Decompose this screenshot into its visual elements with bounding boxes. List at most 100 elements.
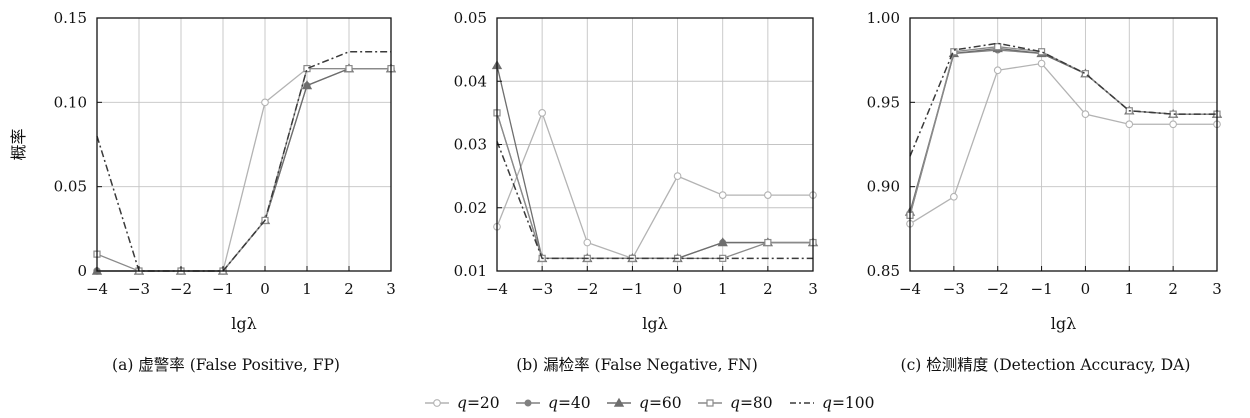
data-point — [717, 237, 728, 247]
legend-marker — [613, 397, 625, 407]
data-point — [718, 191, 727, 199]
series-q=60 — [491, 60, 819, 263]
series-line — [97, 67, 391, 272]
legend-label: q=20 — [457, 394, 500, 412]
y-tick-label: 0.10 — [54, 93, 87, 111]
series-q=60 — [91, 63, 397, 275]
legend-entry: q=80 — [698, 394, 773, 412]
data-point — [583, 238, 592, 247]
legend-entry: q=100 — [790, 394, 875, 412]
series-line — [909, 62, 1217, 225]
x-axis-label: lgλ — [231, 314, 257, 333]
series-line — [496, 112, 813, 260]
x-tick-label: −2 — [170, 280, 192, 298]
series-line — [96, 50, 391, 272]
data-point — [1125, 120, 1134, 129]
x-tick-label: 1 — [302, 280, 312, 298]
y-tick-label: 0.04 — [454, 72, 487, 90]
series-q=60 — [904, 43, 1223, 216]
y-tick-label: 0.02 — [454, 199, 487, 217]
y-axis-label: 概率 — [9, 128, 28, 160]
legend-label: q=100 — [822, 394, 875, 412]
panel-caption: (a) 虚警率 (False Positive, FP) — [112, 356, 340, 374]
panel-caption: (c) 检测精度 (Detection Accuracy, DA) — [901, 356, 1191, 374]
x-tick-label: −3 — [531, 280, 553, 298]
legend-marker — [706, 399, 714, 407]
series-line — [909, 42, 1217, 157]
x-tick-label: −2 — [987, 280, 1009, 298]
y-tick-label: 0 — [77, 262, 87, 280]
series-q=100 — [96, 50, 391, 272]
data-point — [1081, 70, 1090, 78]
plot-frame — [909, 17, 1218, 272]
series-q=20 — [906, 59, 1221, 228]
legend-label: q=60 — [639, 394, 682, 412]
data-point — [950, 48, 958, 56]
y-tick-label: 0.85 — [867, 262, 900, 280]
y-tick-label: 0.01 — [454, 262, 487, 280]
data-point — [1169, 120, 1177, 129]
data-point — [345, 64, 353, 73]
y-tick-label: 0.03 — [454, 136, 487, 154]
chart-panel-3: −4 −3 −2 −1 0 1 2 3 0.85 0.90 0.95 1.00 lgλ (c) 检测精度 … — [867, 9, 1223, 374]
y-tick-label: 0.95 — [867, 93, 900, 111]
data-point — [673, 172, 682, 180]
data-point — [261, 98, 269, 107]
chart-panel-2: −4 −3 −2 −1 0 1 2 3 0.01 0.02 0.03 0.04 0.05 lgλ (b) 漏… — [454, 9, 819, 374]
data-point — [994, 43, 1002, 51]
series-line — [496, 65, 813, 260]
panel-caption: (b) 漏检率 (False Negative, FN) — [516, 356, 758, 374]
series-q=100 — [909, 42, 1217, 157]
legend-entry: q=20 — [425, 394, 500, 412]
x-tick-label: 2 — [344, 280, 354, 298]
data-point — [303, 64, 311, 73]
series-line — [96, 67, 391, 272]
legend-label: q=80 — [730, 394, 773, 412]
legend-label: q=40 — [548, 394, 591, 412]
legend-marker — [433, 399, 441, 407]
series-line — [496, 111, 813, 260]
x-tick-label: 3 — [1212, 280, 1222, 298]
legend-entry: q=40 — [516, 394, 591, 412]
data-point — [1037, 59, 1046, 68]
data-point — [993, 66, 1002, 75]
x-tick-label: 3 — [386, 280, 396, 298]
data-point — [301, 80, 313, 90]
series-line — [97, 67, 391, 272]
legend: q=20 q=40 q=60 q=80 q=100 — [425, 394, 875, 412]
data-point — [950, 192, 958, 201]
data-point — [538, 109, 546, 117]
y-tick-label: 0.05 — [54, 178, 87, 196]
y-tick-label: 0.90 — [867, 178, 900, 196]
series-line — [97, 67, 391, 272]
x-tick-label: −4 — [899, 280, 921, 298]
x-tick-label: −2 — [576, 280, 598, 298]
x-tick-label: −1 — [1031, 280, 1053, 298]
x-tick-label: −4 — [86, 280, 108, 298]
legend-entry: q=60 — [607, 394, 682, 412]
data-point — [1081, 110, 1090, 118]
y-tick-label: 1.00 — [867, 9, 900, 27]
x-tick-label: 0 — [1081, 280, 1091, 298]
x-tick-label: −3 — [128, 280, 150, 298]
x-axis-label: lgλ — [642, 314, 668, 333]
x-tick-label: 2 — [1168, 280, 1178, 298]
series-line — [496, 112, 813, 260]
series-line — [909, 47, 1217, 213]
x-tick-label: 1 — [1125, 280, 1135, 298]
legend-marker — [524, 399, 532, 407]
plot-frame — [96, 17, 392, 272]
x-tick-label: −4 — [486, 280, 508, 298]
x-axis-label: lgλ — [1051, 314, 1077, 333]
x-tick-label: 0 — [673, 280, 683, 298]
x-tick-label: 0 — [260, 280, 270, 298]
x-tick-label: 1 — [718, 280, 728, 298]
x-tick-label: −1 — [212, 280, 234, 298]
x-tick-label: −3 — [943, 280, 965, 298]
y-tick-label: 0.05 — [454, 9, 487, 27]
x-tick-label: −1 — [621, 280, 643, 298]
y-tick-label: 0.15 — [54, 9, 87, 27]
x-tick-label: 2 — [763, 280, 773, 298]
data-point — [764, 191, 772, 199]
